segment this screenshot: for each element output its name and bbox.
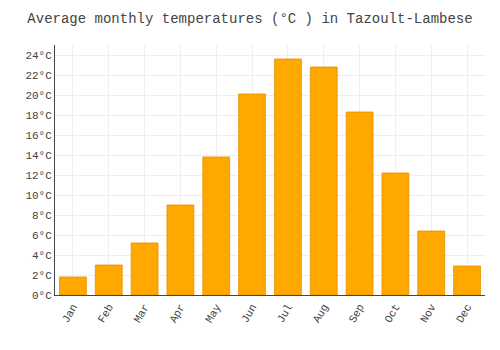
svg-text:20°C: 20°C <box>25 90 52 102</box>
svg-text:Jun: Jun <box>239 302 259 325</box>
svg-text:Mar: Mar <box>132 302 152 325</box>
svg-text:Aug: Aug <box>311 302 331 325</box>
svg-text:Sep: Sep <box>347 302 367 325</box>
svg-text:Oct: Oct <box>382 302 402 325</box>
svg-text:4°C: 4°C <box>32 250 52 262</box>
svg-text:8°C: 8°C <box>32 210 52 222</box>
svg-text:18°C: 18°C <box>25 110 52 122</box>
svg-text:14°C: 14°C <box>25 150 52 162</box>
svg-text:May: May <box>203 302 223 325</box>
svg-text:2°C: 2°C <box>32 270 52 282</box>
svg-text:22°C: 22°C <box>25 70 52 82</box>
svg-text:0°C: 0°C <box>32 290 52 302</box>
svg-text:24°C: 24°C <box>25 50 52 62</box>
svg-text:Dec: Dec <box>454 302 474 325</box>
svg-text:6°C: 6°C <box>32 230 52 242</box>
svg-text:12°C: 12°C <box>25 170 52 182</box>
svg-text:Apr: Apr <box>167 302 187 325</box>
svg-text:Jul: Jul <box>275 302 295 325</box>
svg-text:Average monthly temperatures (: Average monthly temperatures (°C ) in Ta… <box>27 11 472 27</box>
svg-text:Nov: Nov <box>418 302 438 325</box>
svg-text:10°C: 10°C <box>25 190 52 202</box>
svg-text:16°C: 16°C <box>25 130 52 142</box>
svg-text:Jan: Jan <box>60 302 80 325</box>
svg-text:Feb: Feb <box>96 302 116 325</box>
